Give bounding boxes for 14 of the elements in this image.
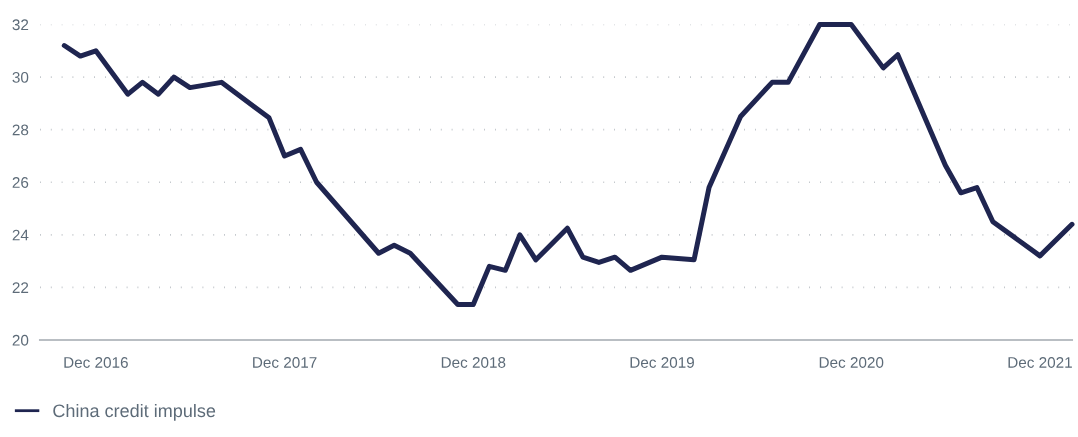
y-tick-label: 32 [12,19,29,31]
y-tick-label: 26 [12,177,29,188]
y-tick-label: 30 [12,71,29,83]
legend-label: China credit impulse [53,403,216,421]
y-tick-label: 28 [12,124,29,136]
x-tick-label: Dec 2019 [630,357,694,368]
y-tick-label: 24 [12,229,29,241]
x-tick-label: Dec 2018 [441,357,506,368]
x-tick-label: Dec 2017 [253,357,317,368]
y-tick-label: 22 [12,282,29,293]
y-tick-label: 20 [12,334,29,346]
x-tick-label: Dec 2021 [1008,357,1072,368]
x-tick-label: Dec 2016 [64,357,128,368]
x-tick-label: Dec 2020 [819,357,884,368]
